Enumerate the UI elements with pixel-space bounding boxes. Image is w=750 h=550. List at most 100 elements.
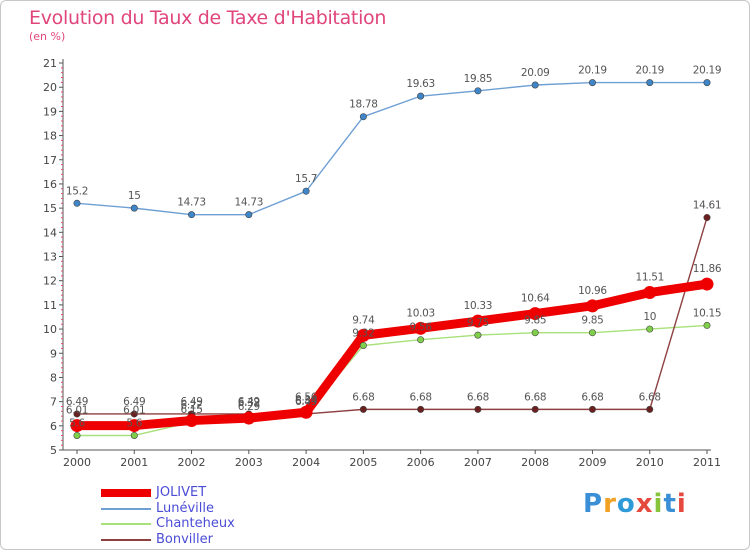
- y-tick-label: 12: [43, 275, 57, 288]
- data-point: [417, 405, 425, 413]
- data-point: [474, 405, 482, 413]
- data-point: [703, 79, 711, 87]
- data-point: [585, 299, 599, 313]
- data-label: 6.68: [524, 391, 546, 403]
- data-label: 10.15: [693, 307, 722, 319]
- data-label: 6.54: [295, 395, 318, 407]
- data-point: [646, 79, 654, 87]
- legend-swatch: [101, 538, 151, 541]
- data-label: 15.2: [66, 185, 88, 197]
- data-point: [474, 331, 482, 339]
- logo-letter: r: [603, 489, 617, 519]
- data-label: 6.15: [180, 404, 202, 416]
- legend-label: Bonviller: [156, 531, 213, 547]
- data-label: 6.49: [295, 396, 317, 408]
- data-point: [646, 405, 654, 413]
- data-label: 6.49: [123, 396, 145, 408]
- x-tick-label: 2011: [693, 456, 721, 469]
- data-label: 6.49: [180, 396, 202, 408]
- y-tick-label: 5: [50, 444, 57, 457]
- data-point: [474, 87, 482, 95]
- y-tick-label: 16: [43, 178, 57, 191]
- x-tick-label: 2007: [464, 456, 492, 469]
- data-point: [73, 410, 81, 418]
- series-line: [72, 279, 712, 431]
- data-label: 14.73: [177, 197, 206, 209]
- data-point: [359, 342, 367, 350]
- data-point: [302, 187, 310, 195]
- series-line: [76, 216, 708, 415]
- data-point: [700, 277, 714, 291]
- data-point: [588, 329, 596, 337]
- data-label: 6.01: [66, 405, 88, 417]
- series-line: [76, 81, 708, 216]
- data-point: [130, 410, 138, 418]
- data-point: [414, 321, 428, 335]
- y-tick-label: 18: [43, 130, 57, 143]
- data-point: [70, 419, 84, 433]
- data-label: 20.09: [521, 67, 550, 79]
- data-point: [130, 431, 138, 439]
- y-tick-label: 10: [43, 323, 57, 336]
- data-label: 14.61: [693, 200, 722, 212]
- logo-letter: t: [663, 489, 677, 519]
- legend-label: Lunéville: [156, 500, 215, 516]
- data-point: [531, 329, 539, 337]
- data-point: [127, 419, 141, 433]
- data-labels-group: 15.2 15 14.73 14.73 15.7 18.78 19.63 19.85 20.09…: [66, 65, 722, 430]
- data-label: 9.85: [581, 315, 603, 327]
- data-point: [588, 405, 596, 413]
- data-label: 6.22: [180, 399, 202, 411]
- data-label: 10: [643, 311, 656, 323]
- data-label: 11.51: [635, 272, 664, 284]
- data-point: [703, 214, 711, 222]
- data-point: [588, 79, 596, 87]
- data-point: [531, 81, 539, 89]
- data-label: 5.6: [126, 417, 142, 429]
- x-tick-label: 2009: [578, 456, 606, 469]
- legend-swatch: [101, 489, 151, 497]
- x-tick-label: 2003: [235, 456, 263, 469]
- x-tick-label: 2010: [636, 456, 664, 469]
- x-tick-label: 2001: [120, 456, 148, 469]
- data-label: 9.74: [352, 314, 375, 326]
- chart-title: Evolution du Taux de Taxe d'Habitation: [29, 7, 387, 29]
- x-tick-label: 2006: [407, 456, 435, 469]
- data-point: [531, 405, 539, 413]
- axes-group: 5 6 7 8 9 10 11 12 13 14 15 16 17 18 19 20 21 2000 2001 200…: [43, 57, 721, 469]
- series-markers-group: [70, 79, 714, 439]
- data-point: [359, 113, 367, 121]
- data-label: 6.68: [581, 391, 603, 403]
- y-tick-label: 21: [43, 57, 57, 70]
- series-lines-group: [72, 81, 712, 437]
- logo-letter: o: [616, 489, 636, 519]
- data-label: 19.63: [406, 78, 435, 90]
- data-label: 9.85: [524, 315, 546, 327]
- data-label: 6.68: [410, 391, 432, 403]
- data-label: 18.78: [349, 99, 378, 111]
- legend-swatch: [101, 507, 151, 510]
- proxiti-logo: Proxiti: [583, 489, 687, 519]
- y-tick-label: 8: [50, 371, 57, 384]
- data-label: 10.33: [464, 300, 493, 312]
- x-tick-label: 2005: [349, 456, 377, 469]
- y-tick-label: 13: [43, 251, 57, 264]
- data-point: [245, 211, 253, 219]
- legend-label: Chanteheux: [156, 516, 235, 531]
- y-tick-label: 15: [43, 202, 57, 215]
- x-tick-label: 2000: [63, 456, 91, 469]
- data-label: 9.32: [352, 328, 374, 340]
- data-point: [703, 321, 711, 329]
- data-point: [73, 199, 81, 207]
- logo-letter: P: [583, 489, 604, 519]
- data-point: [471, 314, 485, 328]
- y-tick-label: 11: [43, 299, 57, 312]
- data-label: 6.68: [467, 391, 489, 403]
- data-label: 6.49: [66, 396, 88, 408]
- data-point: [185, 413, 199, 427]
- data-label: 20.19: [635, 65, 664, 77]
- y-tick-label: 17: [43, 154, 57, 167]
- y-tick-label: 19: [43, 105, 57, 118]
- data-label: 19.85: [464, 73, 493, 85]
